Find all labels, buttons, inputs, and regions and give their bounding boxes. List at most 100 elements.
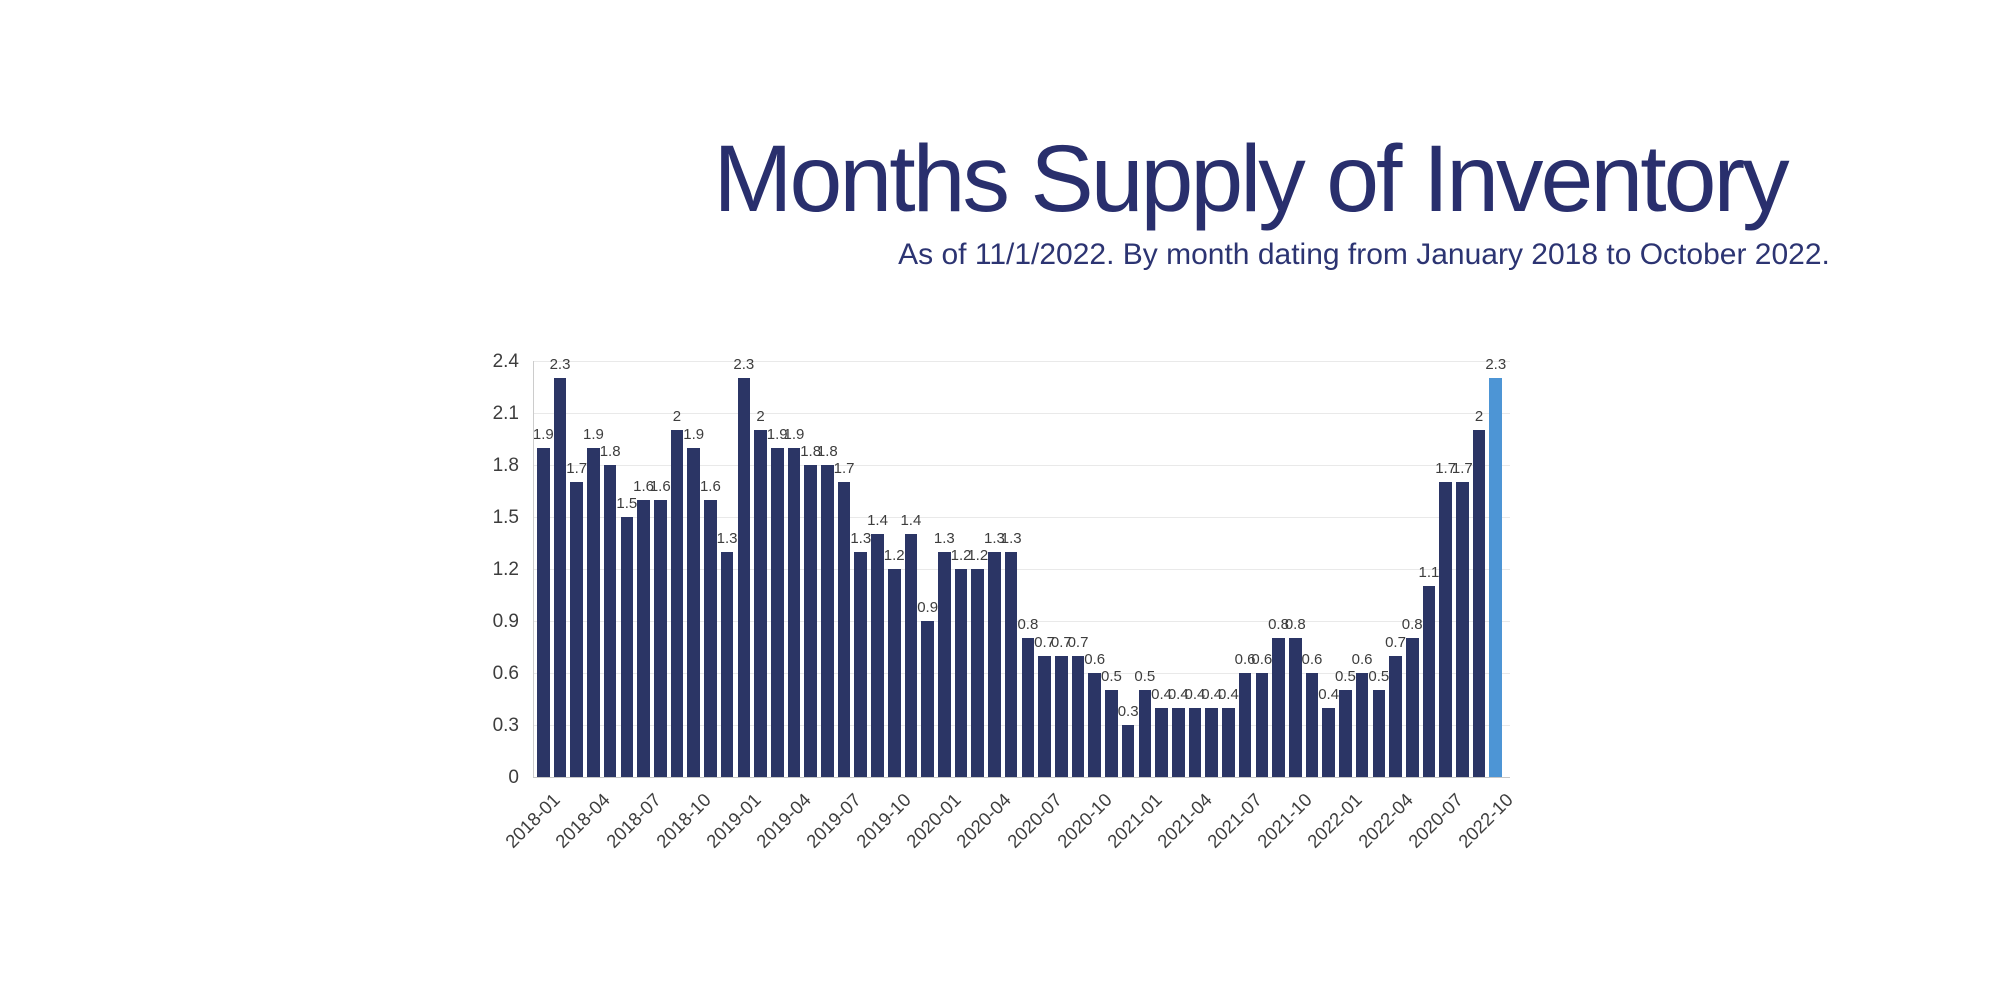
x-tick-label: 2018-04 — [551, 789, 615, 852]
bar — [1004, 551, 1018, 777]
bar — [1389, 655, 1402, 777]
bar — [754, 430, 767, 777]
bar — [954, 569, 968, 777]
gridline — [533, 725, 1510, 726]
bar — [1288, 638, 1302, 777]
bar-value-label: 0.8 — [1268, 616, 1289, 634]
bar — [720, 551, 734, 777]
bar — [821, 465, 834, 777]
x-tick-label: 2021-07 — [1203, 789, 1266, 852]
x-tick-label: 2022-10 — [1453, 789, 1517, 852]
bar — [1439, 482, 1452, 777]
bar — [1339, 690, 1352, 777]
bar — [737, 378, 751, 777]
bar-value-label: 1.9 — [783, 425, 805, 443]
gridline — [533, 621, 1510, 622]
bar-value-label: 1.8 — [599, 443, 621, 460]
bar-value-label: 0.7 — [1034, 633, 1056, 651]
bar-value-label: 0.7 — [1385, 633, 1406, 651]
x-tick-label: 2019-07 — [802, 789, 865, 852]
bar — [1456, 482, 1469, 777]
bar-value-label: 0.4 — [1167, 685, 1189, 703]
bar-value-label: 0.3 — [1117, 703, 1139, 720]
bar-value-label: 1.4 — [900, 512, 922, 530]
bar — [871, 534, 884, 777]
gridline — [533, 361, 1510, 362]
y-tick-label: 2.4 — [492, 350, 519, 372]
bar-value-label: 1.3 — [1000, 529, 1022, 547]
bar — [837, 482, 851, 777]
bar-value-label: 1.7 — [1451, 460, 1473, 478]
bar-value-label: 1.8 — [816, 443, 838, 460]
bar — [570, 482, 583, 777]
x-tick-label: 2018-01 — [501, 789, 565, 852]
x-axis-baseline — [533, 777, 1510, 778]
bar — [1188, 707, 1202, 777]
bar — [1222, 707, 1235, 777]
bar — [603, 465, 617, 777]
bar — [1255, 673, 1269, 777]
x-tick-label: 2019-01 — [701, 789, 765, 852]
x-tick-label: 2021-04 — [1152, 789, 1216, 852]
y-tick-label: 2.1 — [492, 402, 519, 424]
x-tick-label: 2021-10 — [1253, 789, 1317, 852]
bar-value-label: 0.5 — [1334, 668, 1356, 686]
bar — [1472, 430, 1486, 777]
bar — [1272, 638, 1285, 777]
bar-value-label: 0.8 — [1017, 616, 1039, 634]
bar-value-label: 0.4 — [1217, 685, 1239, 703]
bar — [704, 499, 717, 777]
bar-value-label: 0.5 — [1101, 668, 1122, 686]
bar-value-label: 1.3 — [850, 529, 872, 547]
bar — [1305, 673, 1319, 777]
bar-value-label: 1.6 — [699, 477, 721, 495]
x-tick-label: 2020-01 — [902, 789, 966, 852]
bar — [1155, 707, 1168, 777]
x-tick-label: 2018-07 — [601, 789, 665, 852]
bar — [1088, 673, 1102, 777]
bar-value-label: 1.4 — [867, 512, 888, 530]
bar-value-label: 1.6 — [649, 477, 671, 495]
bar-value-label: 2 — [672, 408, 682, 426]
bar-value-label: 0.8 — [1401, 616, 1423, 634]
bar-value-label: 1.3 — [933, 529, 955, 547]
x-tick-label: 2018-10 — [651, 789, 715, 852]
bar-value-label: 0.5 — [1134, 668, 1156, 686]
bar — [1171, 707, 1185, 777]
chart-title: Months Supply of Inventory — [713, 126, 1789, 232]
bar-value-label: 0.5 — [1368, 668, 1390, 686]
bar — [938, 551, 951, 777]
bar-value-label: 1.9 — [766, 425, 788, 443]
x-tick-label: 2019-04 — [751, 789, 815, 852]
bar-value-label: 0.6 — [1301, 651, 1323, 668]
bar — [1021, 638, 1035, 777]
bar-value-label: 0.4 — [1151, 685, 1172, 703]
bar-value-label: 1.9 — [582, 425, 604, 443]
bar — [1355, 673, 1369, 777]
bar-value-label: 1.2 — [950, 547, 972, 564]
bar — [1038, 655, 1051, 777]
bar-value-label: 0.4 — [1201, 685, 1223, 703]
bar-value-label: 2.3 — [1485, 356, 1507, 374]
bar-value-label: 0.4 — [1184, 685, 1206, 703]
bar-chart-plot-area: 0 0.3 0.6 0.9 1.2 1.5 1.8 2.1 2.4 1.9 2.3 1.7 1.9 1.… — [493, 352, 1517, 852]
bar — [1238, 673, 1252, 777]
bar-value-label: 0.7 — [1067, 633, 1089, 651]
gridline — [533, 673, 1510, 674]
bar-value-label: 0.6 — [1084, 651, 1106, 668]
x-tick-label: 2019-10 — [852, 789, 916, 852]
bar — [670, 430, 684, 777]
bar — [1105, 690, 1118, 777]
bar — [971, 569, 985, 777]
x-tick-label: 2020-04 — [952, 789, 1016, 852]
bar-value-label: 1.7 — [1435, 460, 1457, 478]
bar — [1422, 586, 1436, 777]
gridline — [533, 569, 1510, 570]
bar-value-label: 1.6 — [633, 477, 654, 495]
bar-value-label: 0.7 — [1050, 633, 1072, 651]
bar-highlighted — [1489, 378, 1503, 777]
bar — [687, 447, 700, 777]
bar — [620, 517, 634, 777]
bar-value-label: 1.2 — [883, 547, 905, 564]
bar — [1372, 690, 1386, 777]
